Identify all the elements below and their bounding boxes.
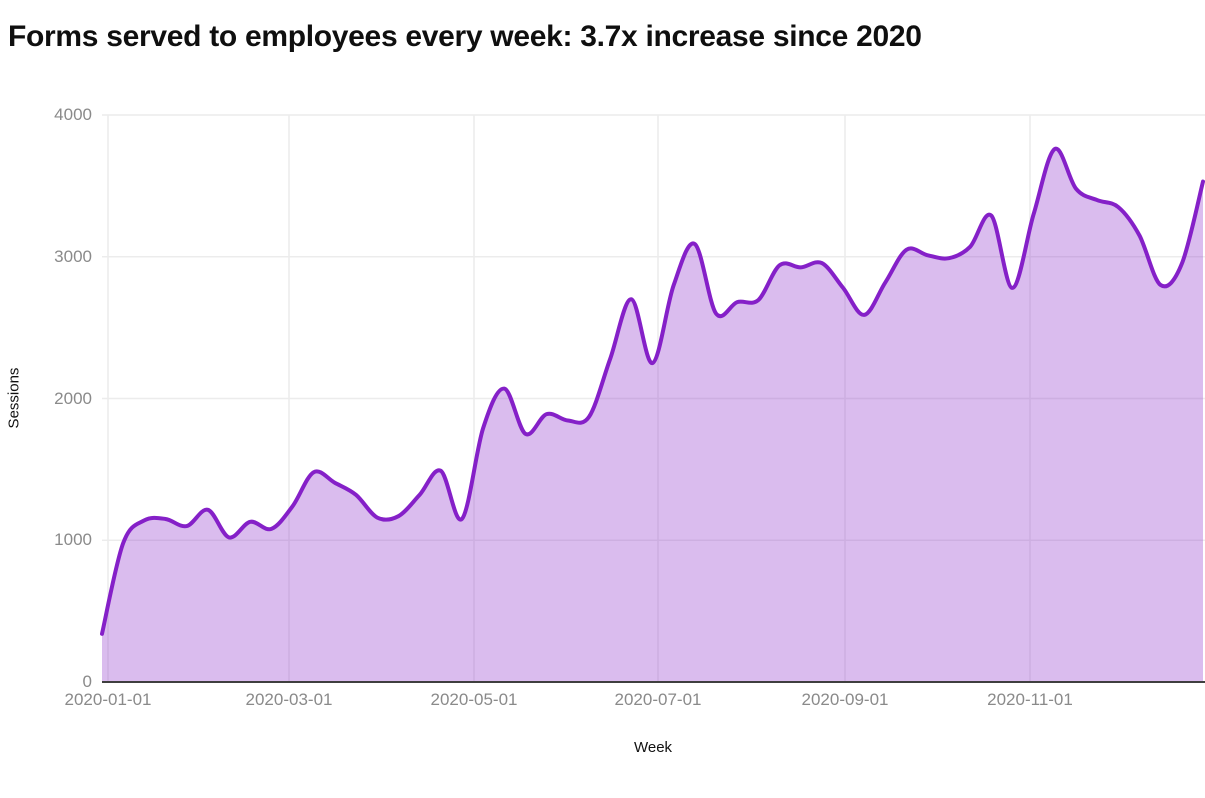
sessions-line <box>100 146 1205 636</box>
x-tick-label: 2020-07-01 <box>614 690 702 709</box>
y-axis-title: Sessions <box>5 367 23 429</box>
sessions-area-fill <box>102 148 1203 682</box>
chart-title: Forms served to employees every week: 3.… <box>8 20 922 53</box>
x-axis-title: Week <box>633 739 673 756</box>
x-tick-label: 2020-11-01 <box>987 690 1073 709</box>
y-tick-label: 4000 <box>54 105 92 124</box>
y-tick-label: 0 <box>82 672 92 691</box>
x-tick-label: 2020-01-01 <box>64 690 152 709</box>
y-tick-label: 1000 <box>54 530 92 550</box>
y-tick-label: 2000 <box>54 388 92 408</box>
y-tick-label: 3000 <box>54 246 92 266</box>
x-tick-label: 2020-05-01 <box>430 690 518 709</box>
x-tick-label: 2020-09-01 <box>801 690 889 709</box>
x-tick-label: 2020-03-01 <box>245 690 333 709</box>
